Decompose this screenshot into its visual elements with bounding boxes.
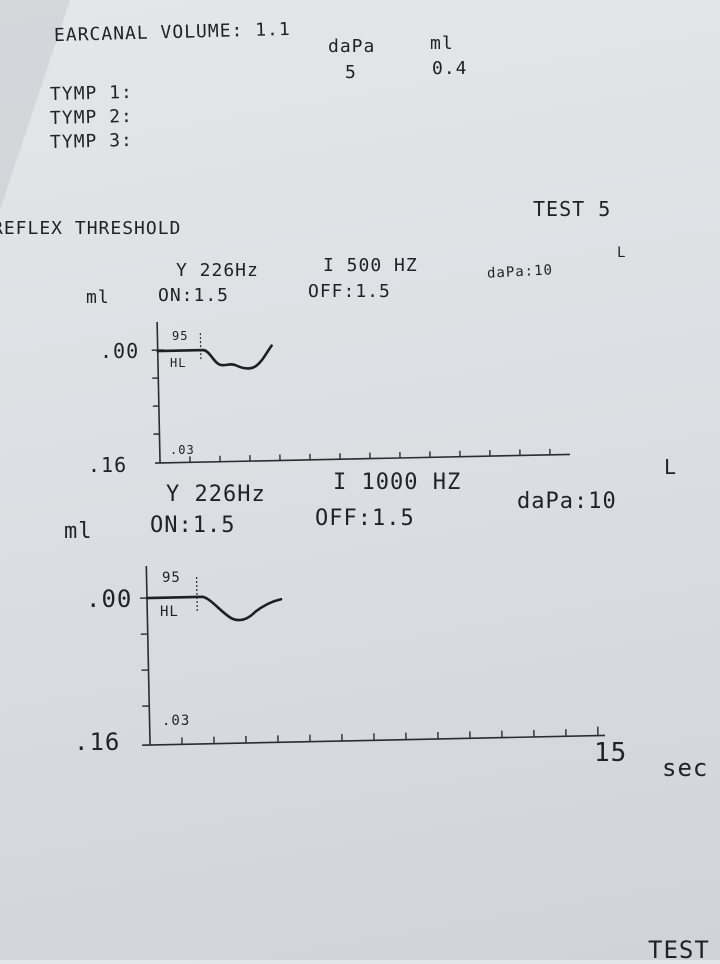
graph2-y-axis (146, 566, 150, 745)
graph2-reflex-curve (147, 595, 281, 622)
graph2-x-ticks (182, 727, 598, 745)
